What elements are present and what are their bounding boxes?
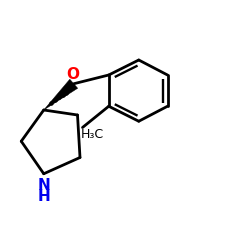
Text: O: O	[66, 67, 79, 82]
Text: H: H	[38, 189, 50, 204]
Text: H₃C: H₃C	[81, 128, 104, 141]
Text: N: N	[38, 178, 50, 192]
Polygon shape	[44, 79, 78, 110]
